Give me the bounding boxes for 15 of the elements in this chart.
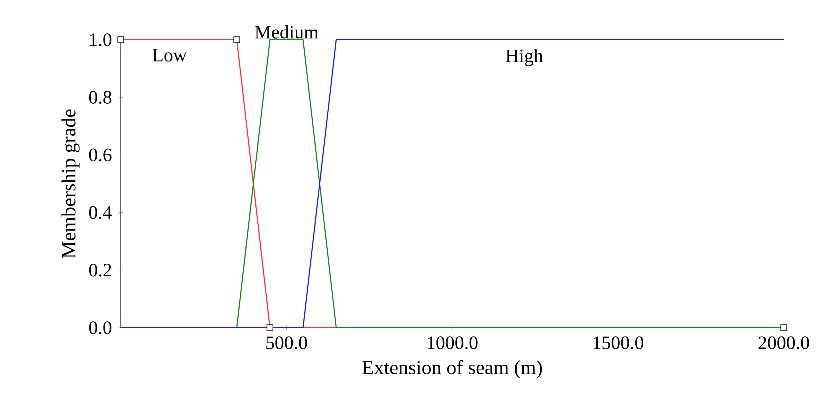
series-label: High bbox=[506, 49, 544, 66]
y-tick-label: 0.4 bbox=[89, 206, 112, 220]
y-tick-label: 0.0 bbox=[89, 322, 112, 334]
x-tick-label: 500.0 bbox=[266, 336, 308, 350]
x-axis-title: Extension of seam (m) bbox=[362, 360, 542, 379]
x-tick-label: 2000.0 bbox=[758, 336, 810, 350]
y-axis-title: Membership grade bbox=[62, 110, 80, 258]
y-tick-label: 0.8 bbox=[89, 91, 112, 104]
series-label: Medium bbox=[255, 25, 319, 39]
y-tick-label: 0.6 bbox=[89, 148, 112, 162]
y-tick-label: 1.0 bbox=[90, 34, 112, 46]
x-tick-label: 1500.0 bbox=[594, 336, 644, 350]
series-label: Low bbox=[152, 49, 187, 62]
y-tick-label: 0.2 bbox=[89, 264, 112, 277]
x-tick-label: 1000.0 bbox=[428, 336, 478, 350]
